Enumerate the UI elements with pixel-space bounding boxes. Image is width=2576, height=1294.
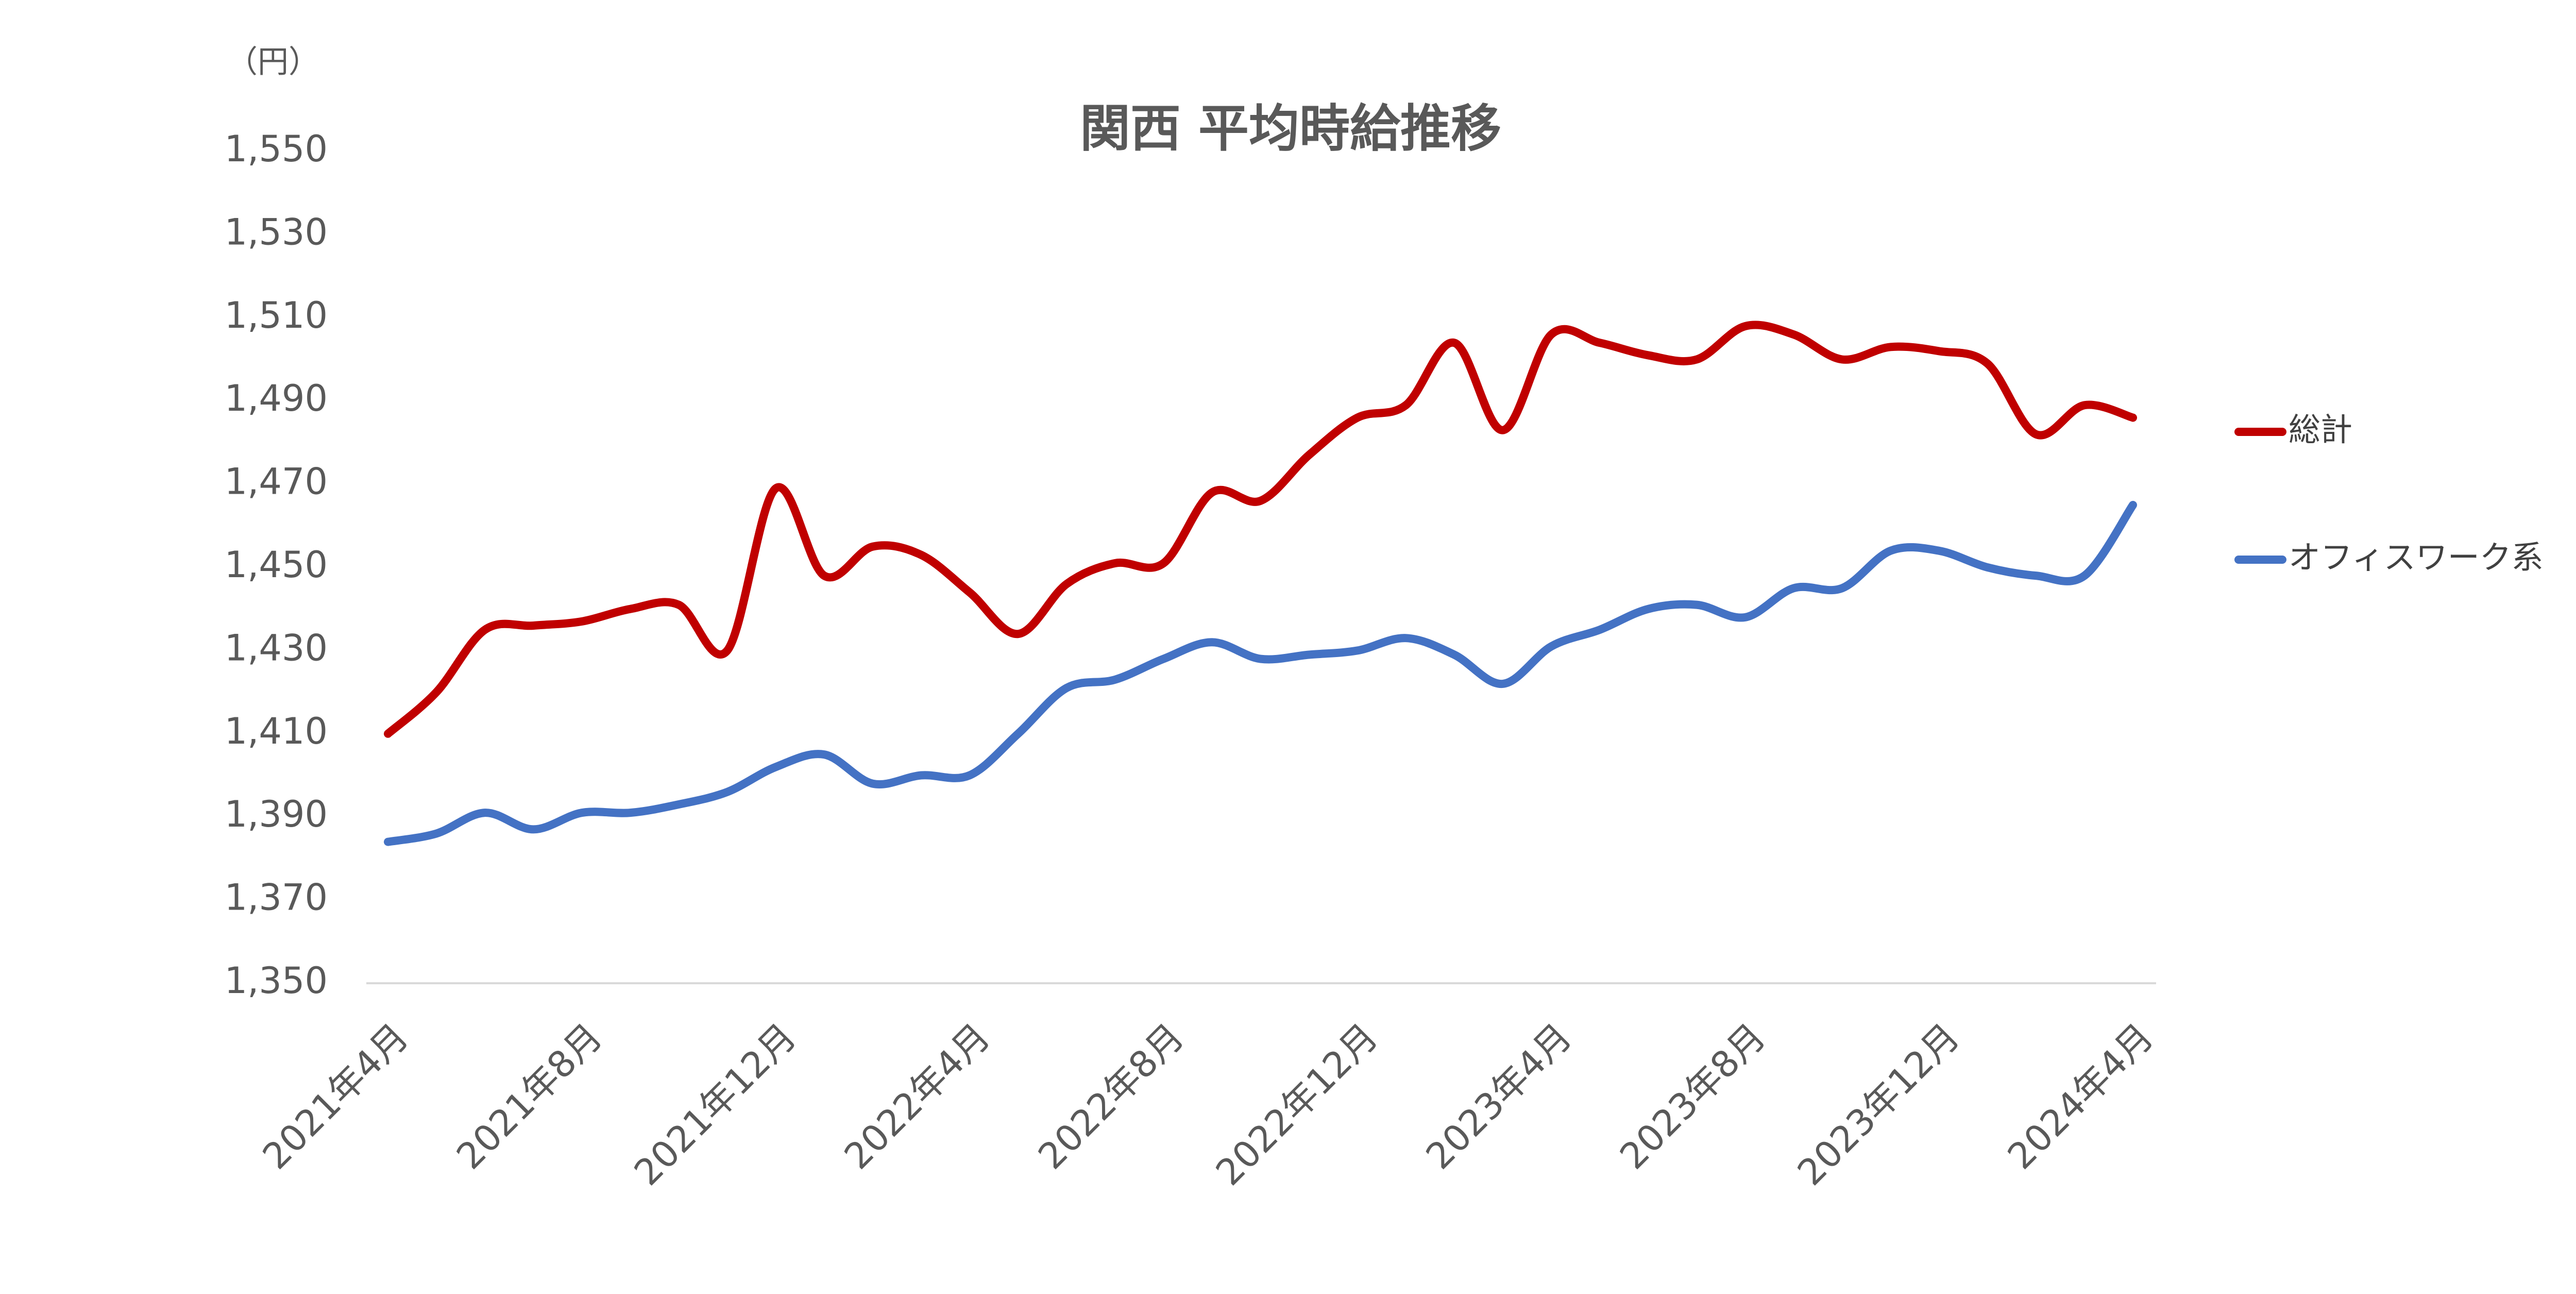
y-tick-label: 1,530 <box>225 211 328 253</box>
y-tick-label: 1,410 <box>225 710 328 752</box>
x-tick-label: 2021年12月 <box>626 1015 804 1194</box>
y-tick-label: 1,510 <box>225 294 328 337</box>
y-tick-label: 1,390 <box>225 793 328 835</box>
y-tick-label: 1,450 <box>225 544 328 586</box>
line-series <box>384 500 2137 846</box>
y-tick-label: 1,470 <box>225 461 328 503</box>
x-tick-label: 2024年4月 <box>1999 1015 2161 1177</box>
y-tick-label: 1,550 <box>225 128 328 170</box>
x-tick-label: 2023年8月 <box>1612 1015 1773 1177</box>
x-tick-label: 2022年4月 <box>836 1015 998 1177</box>
line-series <box>384 321 2137 738</box>
x-tick-label: 2021年8月 <box>448 1015 610 1177</box>
legend-label: オフィスワーク系 <box>2289 539 2544 576</box>
chart-title: 関西 平均時給推移 <box>1080 99 1501 158</box>
y-tick-label: 1,370 <box>225 877 328 919</box>
y-tick-label: 1,350 <box>225 960 328 1002</box>
x-tick-label: 2022年8月 <box>1030 1015 1192 1177</box>
y-unit-label: （円） <box>227 44 319 80</box>
legend-label: 総計 <box>2289 411 2352 448</box>
x-tick-label: 2023年4月 <box>1418 1015 1580 1177</box>
x-tick-label: 2021年4月 <box>255 1015 416 1177</box>
x-tick-label: 2023年12月 <box>1789 1015 1968 1194</box>
y-tick-label: 1,430 <box>225 627 328 669</box>
y-tick-label: 1,490 <box>225 377 328 419</box>
x-tick-label: 2022年12月 <box>1208 1015 1386 1194</box>
